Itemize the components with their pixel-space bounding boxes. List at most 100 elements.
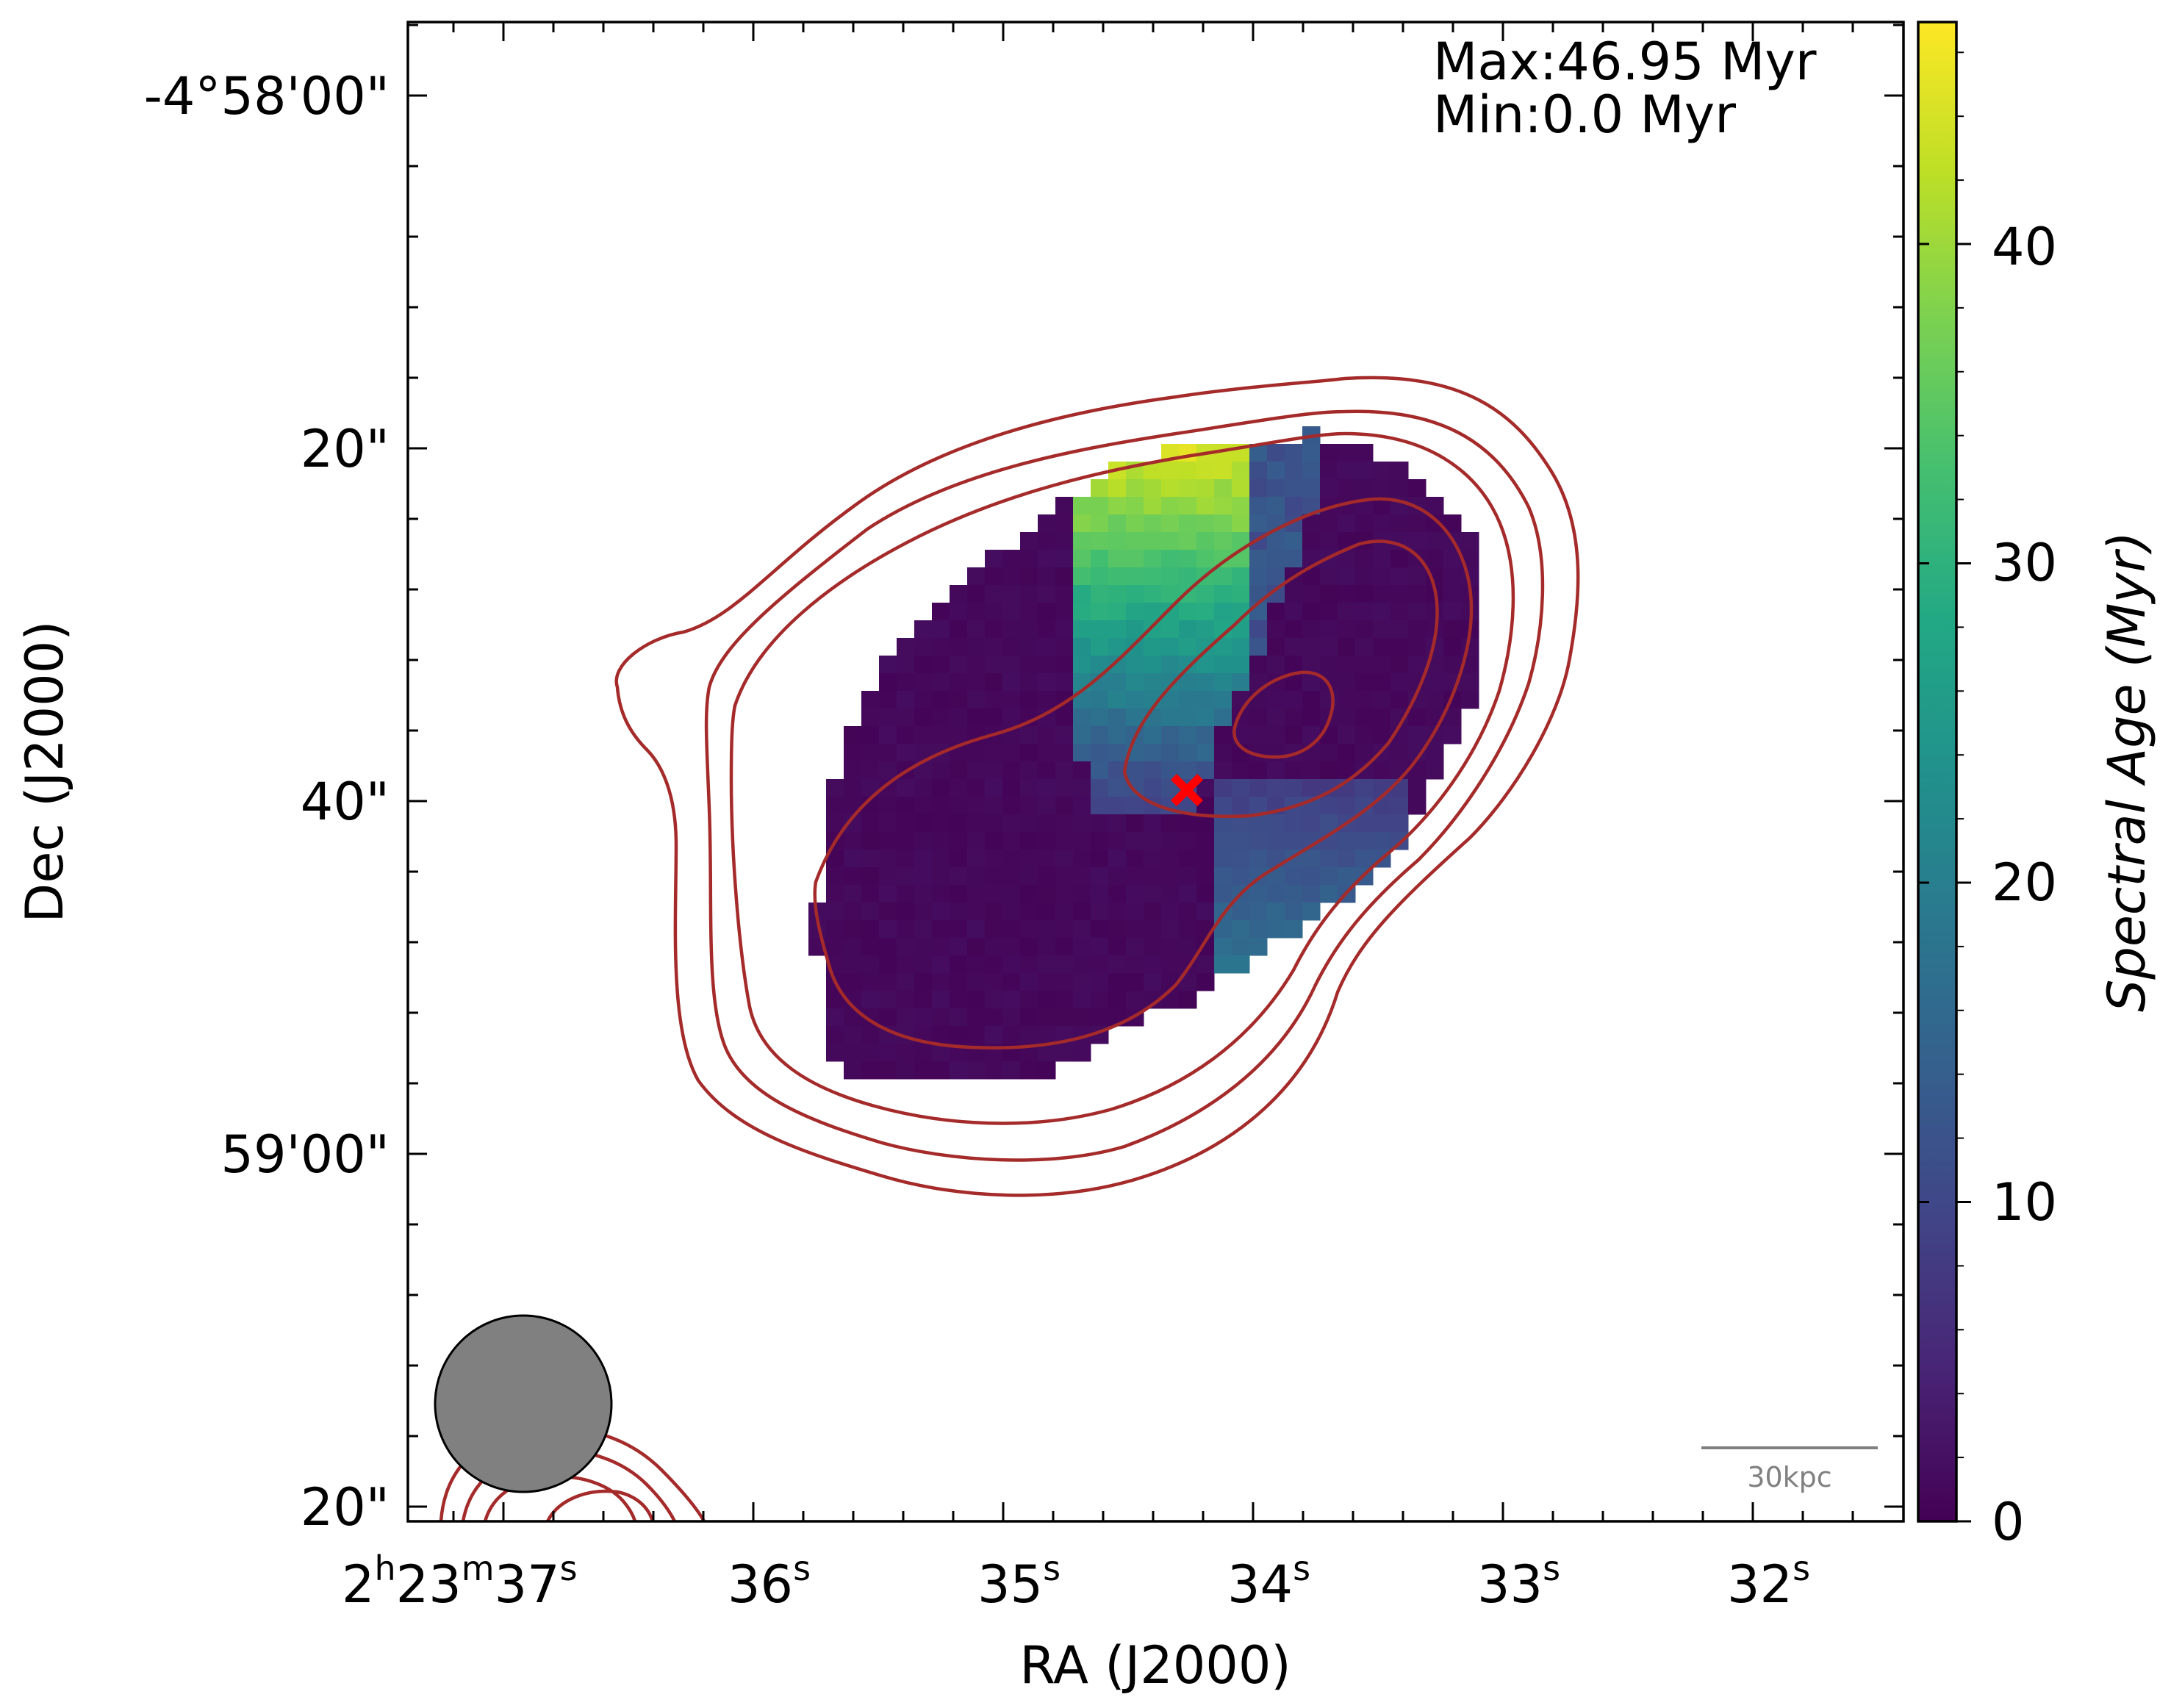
age-pixel bbox=[985, 585, 1003, 603]
age-pixel bbox=[1267, 550, 1285, 568]
age-pixel bbox=[1373, 638, 1391, 656]
age-pixel bbox=[1196, 850, 1215, 868]
age-pixel bbox=[1338, 620, 1356, 639]
age-pixel bbox=[1196, 620, 1215, 639]
age-pixel bbox=[967, 691, 986, 709]
age-pixel bbox=[950, 991, 968, 1009]
age-pixel bbox=[1338, 638, 1356, 656]
age-pixel bbox=[1144, 973, 1162, 991]
age-pixel bbox=[1355, 656, 1374, 674]
age-pixel bbox=[1232, 479, 1250, 498]
colorbar-tick-labels: 0 10 20 30 40 bbox=[1992, 217, 2057, 1552]
age-pixel bbox=[897, 885, 915, 903]
age-pixel bbox=[1126, 656, 1144, 674]
age-pixel bbox=[967, 744, 986, 762]
age-pixel bbox=[950, 673, 968, 692]
age-pixel bbox=[1249, 938, 1268, 956]
age-pixel bbox=[1055, 814, 1074, 833]
contour-level-3 bbox=[729, 431, 1515, 1125]
y-tick-label: 20" bbox=[301, 1477, 390, 1537]
age-pixel bbox=[1108, 973, 1127, 991]
age-pixel bbox=[1144, 744, 1162, 762]
age-pixel bbox=[950, 603, 968, 621]
age-pixel bbox=[1038, 867, 1056, 886]
age-pixel bbox=[1214, 761, 1232, 780]
age-pixel bbox=[1020, 691, 1038, 709]
age-pixel bbox=[1285, 814, 1303, 833]
age-pixel bbox=[897, 938, 915, 956]
age-pixel bbox=[1338, 462, 1356, 480]
age-pixel bbox=[932, 761, 950, 780]
age-pixel bbox=[826, 920, 844, 939]
age-pixel bbox=[826, 779, 844, 797]
age-pixel bbox=[1408, 532, 1427, 550]
age-pixel bbox=[1055, 514, 1074, 533]
age-pixel bbox=[1390, 691, 1409, 709]
age-pixel bbox=[1249, 550, 1268, 568]
age-pixel bbox=[1214, 514, 1232, 533]
age-pixel bbox=[1002, 797, 1021, 815]
age-pixel bbox=[1302, 708, 1321, 727]
age-pixel bbox=[1302, 903, 1321, 921]
age-pixel bbox=[1355, 850, 1374, 868]
age-pixel bbox=[897, 744, 915, 762]
age-pixel bbox=[879, 673, 897, 692]
age-pixel bbox=[985, 867, 1003, 886]
age-pixel bbox=[1355, 673, 1374, 692]
age-pixel bbox=[950, 585, 968, 603]
age-pixel bbox=[1285, 550, 1303, 568]
age-pixel bbox=[1179, 532, 1197, 550]
age-pixel bbox=[914, 938, 933, 956]
age-pixel bbox=[985, 885, 1003, 903]
age-pixel bbox=[1073, 744, 1091, 762]
age-pixel bbox=[879, 973, 897, 991]
age-pixel bbox=[1091, 550, 1109, 568]
age-pixel bbox=[1196, 885, 1215, 903]
age-pixel bbox=[1161, 462, 1180, 480]
age-pixel bbox=[1126, 532, 1144, 550]
age-pixel bbox=[914, 673, 933, 692]
age-pixel bbox=[844, 726, 862, 744]
age-pixel bbox=[1073, 832, 1091, 850]
age-pixel bbox=[1355, 620, 1374, 639]
age-pixel bbox=[1320, 797, 1338, 815]
age-pixel bbox=[1020, 779, 1038, 797]
age-pixel bbox=[1179, 497, 1197, 515]
age-pixel bbox=[897, 850, 915, 868]
age-pixel bbox=[1038, 638, 1056, 656]
age-pixel bbox=[879, 850, 897, 868]
age-pixel bbox=[897, 814, 915, 833]
age-pixel bbox=[967, 991, 986, 1009]
age-pixel bbox=[1091, 955, 1109, 974]
age-pixel bbox=[950, 656, 968, 674]
age-pixel bbox=[1232, 850, 1250, 868]
age-pixel bbox=[897, 797, 915, 815]
age-pixel bbox=[985, 832, 1003, 850]
age-pixel bbox=[1038, 1026, 1056, 1044]
age-pixel bbox=[1179, 691, 1197, 709]
age-pixel bbox=[914, 691, 933, 709]
age-pixel bbox=[1020, 991, 1038, 1009]
age-pixel bbox=[1038, 1061, 1056, 1080]
age-pixel bbox=[1179, 514, 1197, 533]
age-pixel bbox=[967, 903, 986, 921]
age-pixel bbox=[950, 1026, 968, 1044]
age-pixel bbox=[932, 620, 950, 639]
age-pixel bbox=[1320, 638, 1338, 656]
age-pixel bbox=[1373, 761, 1391, 780]
age-pixel bbox=[897, 903, 915, 921]
age-pixel bbox=[1108, 938, 1127, 956]
age-pixel bbox=[1232, 567, 1250, 586]
age-pixel bbox=[932, 726, 950, 744]
age-pixel bbox=[1091, 867, 1109, 886]
age-pixel bbox=[932, 603, 950, 621]
age-pixel bbox=[1179, 708, 1197, 727]
age-pixel bbox=[1214, 567, 1232, 586]
x-tick-labels: 2h23m37s 36s 35s 34s 33s 32s bbox=[342, 1549, 1810, 1615]
age-pixel bbox=[932, 885, 950, 903]
age-pixel bbox=[861, 938, 880, 956]
age-pixel bbox=[879, 867, 897, 886]
age-pixel bbox=[914, 955, 933, 974]
age-pixel bbox=[879, 991, 897, 1009]
